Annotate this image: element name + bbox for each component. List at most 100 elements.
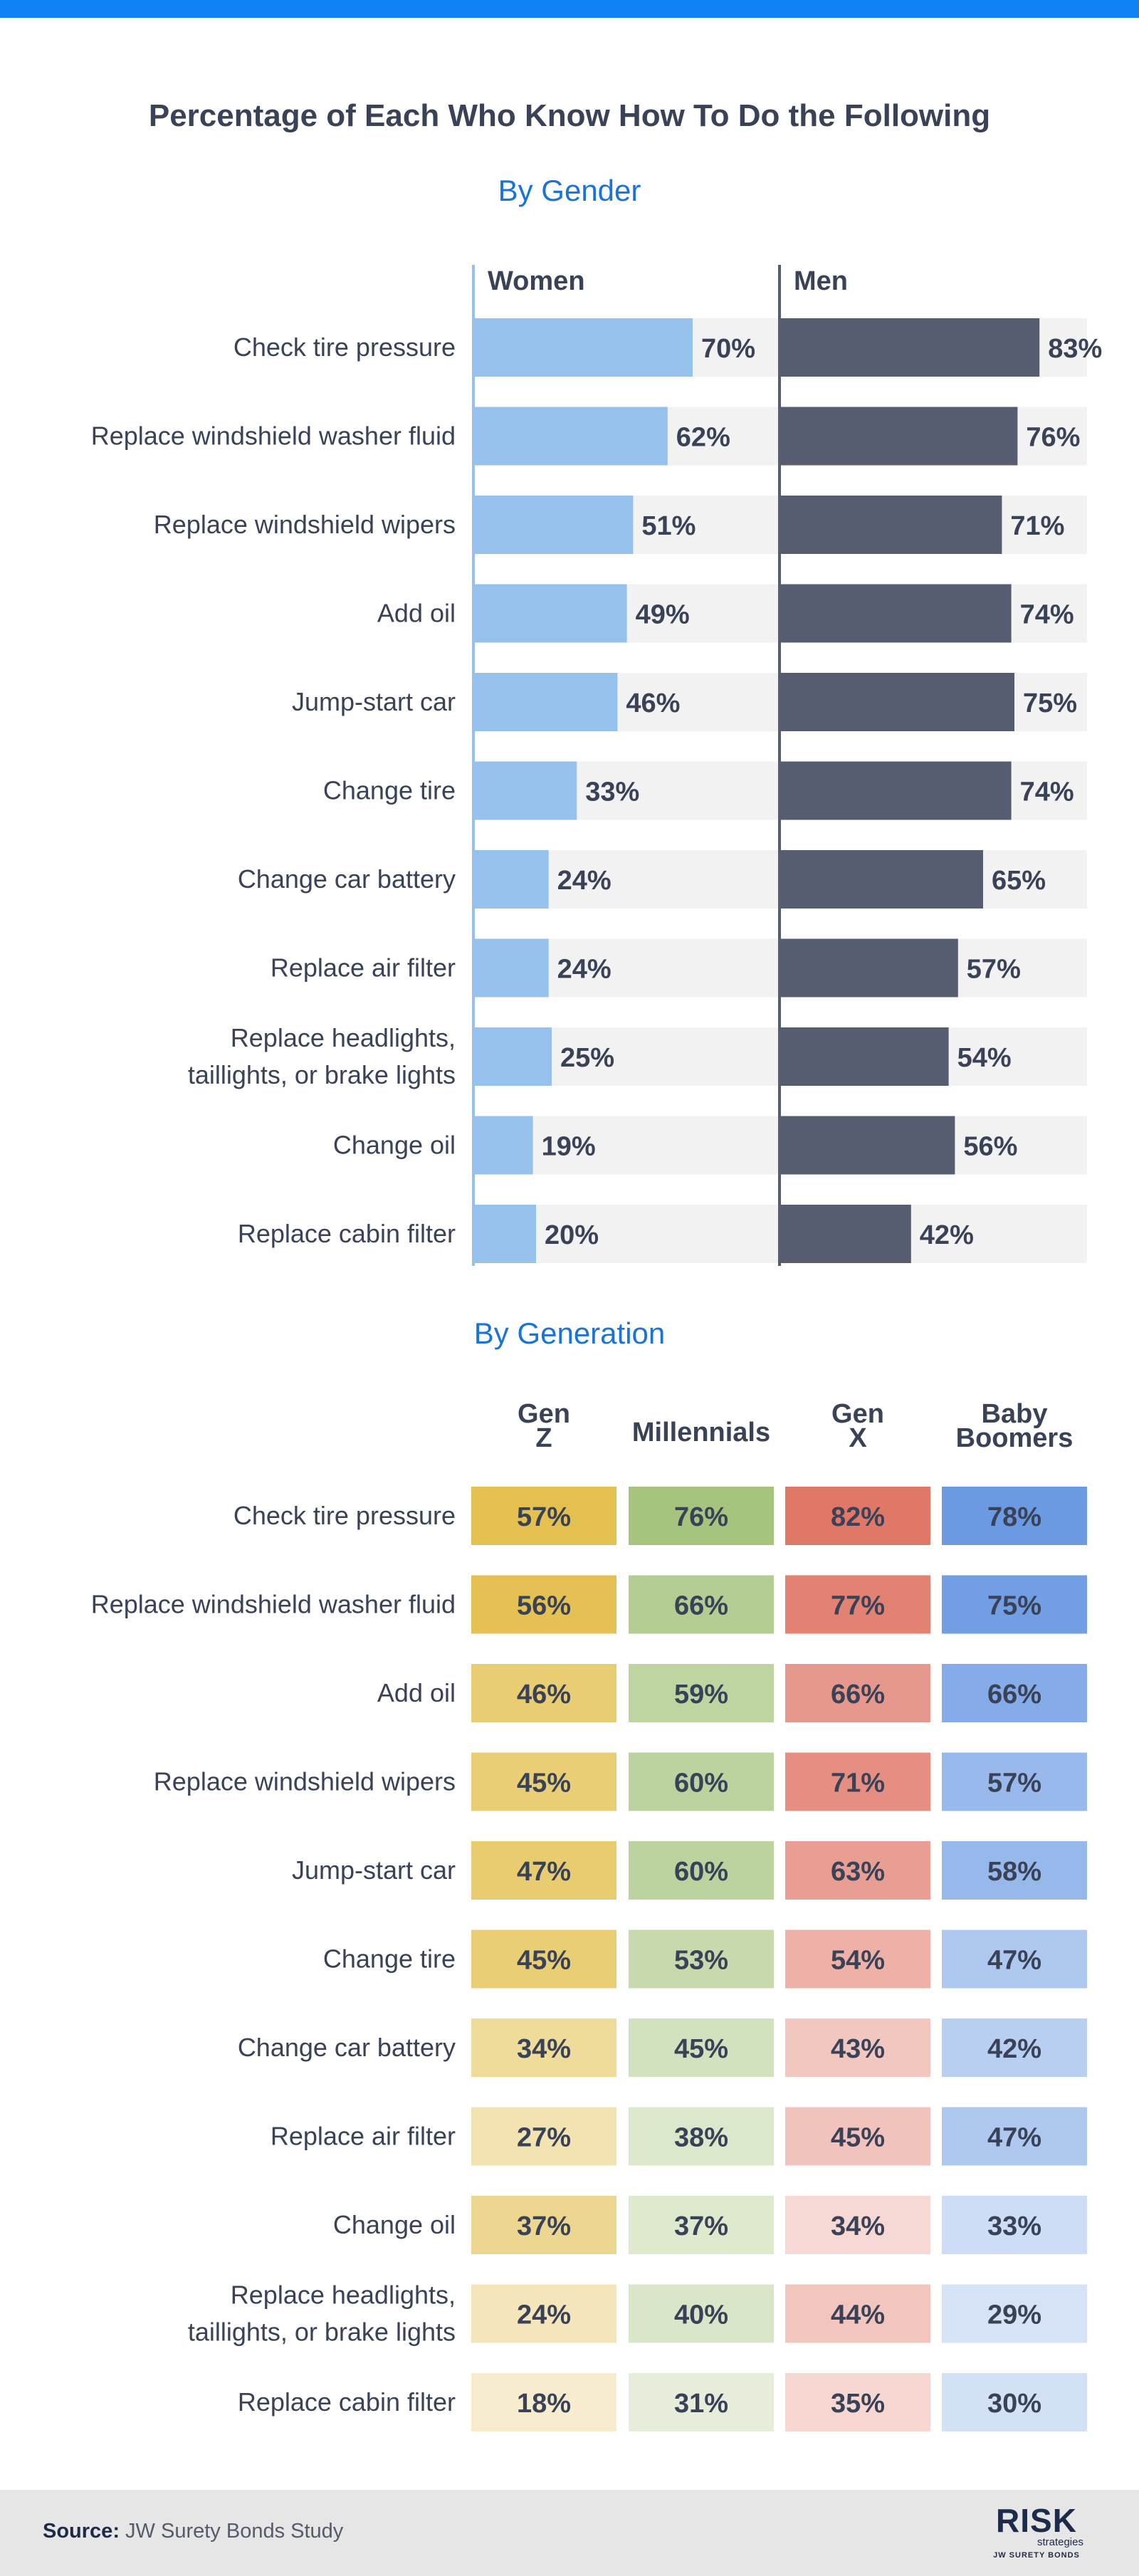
gen-z-cell-value: 57%	[517, 1502, 571, 1532]
baby-boomers-cell	[942, 1487, 1087, 1545]
generation-section-title: By Generation	[473, 1316, 666, 1350]
baby-boomers-cell-value: 58%	[987, 1857, 1041, 1887]
millennials-cell	[629, 1487, 774, 1545]
women-value-label: 19%	[542, 1132, 596, 1162]
generation-row-label: Change oil	[333, 2210, 456, 2239]
men-value-label: 57%	[967, 955, 1021, 985]
men-bar	[780, 938, 958, 998]
gen-z-cell-value: 18%	[517, 2389, 571, 2419]
gen-x-cell-value: 82%	[831, 1502, 885, 1532]
gen-x-cell-value: 35%	[831, 2389, 885, 2419]
gen-x-cell-value: 63%	[831, 1857, 885, 1887]
gen-x-column-header: Gen	[831, 1399, 884, 1429]
gender-section-title: By Gender	[498, 174, 641, 207]
baby-boomers-cell	[942, 2284, 1087, 2343]
millennials-cell-value: 40%	[674, 2300, 728, 2330]
baby-boomers-cell	[942, 1930, 1087, 1989]
gen-z-cell	[471, 2107, 616, 2166]
women-bar	[473, 584, 627, 643]
gen-z-column-header: Z	[535, 1423, 552, 1453]
men-value-label: 56%	[963, 1132, 1017, 1162]
baby-boomers-cell-value: 47%	[987, 2123, 1041, 2153]
baby-boomers-cell-value: 33%	[987, 2211, 1041, 2241]
source-text: JW Surety Bonds Study	[125, 2520, 344, 2543]
logo-sub-text: strategies	[1036, 2536, 1083, 2548]
men-value-label: 42%	[920, 1220, 974, 1250]
millennials-cell-value: 31%	[674, 2389, 728, 2419]
baby-boomers-cell-value: 47%	[987, 1946, 1041, 1976]
millennials-cell	[629, 1930, 774, 1989]
gen-z-cell-value: 47%	[517, 1857, 571, 1887]
gen-z-cell	[471, 2019, 616, 2077]
gender-row-label: Check tire pressure	[233, 333, 456, 362]
risk-strategies-logo: RISK strategies JW SURETY BONDS	[987, 2504, 1086, 2560]
women-bar	[473, 850, 549, 909]
gen-x-cell	[785, 1575, 930, 1634]
millennials-cell	[629, 2196, 774, 2254]
gen-z-cell	[471, 2284, 616, 2343]
generation-row-label: Jump-start car	[292, 1855, 456, 1885]
gen-x-cell	[785, 1930, 930, 1989]
baby-boomers-cell	[942, 2196, 1087, 2254]
baby-boomers-cell	[942, 2373, 1087, 2431]
men-bar	[780, 407, 1018, 466]
gen-z-cell	[471, 1487, 616, 1545]
men-bar	[780, 318, 1040, 377]
baby-boomers-cell	[942, 1841, 1087, 1900]
gen-x-cell	[785, 2284, 930, 2343]
millennials-column-header: Millennials	[632, 1418, 770, 1447]
gen-z-cell-value: 56%	[517, 1591, 571, 1621]
gen-x-cell-value: 44%	[831, 2300, 885, 2330]
millennials-cell	[629, 2373, 774, 2431]
gen-x-column-header: X	[849, 1423, 867, 1453]
women-value-label: 70%	[701, 334, 755, 364]
women-value-label: 25%	[560, 1043, 614, 1073]
men-bar	[780, 496, 1002, 554]
baby-boomers-cell	[942, 2019, 1087, 2077]
source-label: Source:	[43, 2520, 120, 2543]
chart-canvas: Women Men Check tire pressure 70% 83% Replace…	[91, 265, 1102, 2431]
millennials-cell-value: 60%	[674, 1769, 728, 1799]
gen-x-cell	[785, 2196, 930, 2254]
women-value-label: 24%	[557, 955, 612, 985]
women-value-label: 51%	[641, 511, 696, 541]
gen-x-cell	[785, 1664, 930, 1722]
gender-row-label: Replace cabin filter	[238, 1219, 456, 1248]
millennials-cell	[629, 2019, 774, 2077]
gen-x-cell-value: 43%	[831, 2034, 885, 2064]
millennials-cell-value: 37%	[674, 2211, 728, 2241]
women-value-label: 24%	[557, 866, 612, 896]
generation-row-label: Replace windshield washer fluid	[91, 1590, 456, 1619]
gender-row-label: Jump-start car	[292, 687, 456, 716]
gen-z-column-header: Gen	[518, 1399, 570, 1429]
millennials-cell	[629, 1575, 774, 1634]
gen-x-cell-value: 66%	[831, 1680, 885, 1710]
gen-z-cell-value: 27%	[517, 2123, 571, 2153]
gender-row-label: Replace air filter	[271, 953, 456, 983]
generation-row-label: Replace headlights, taillights, or brake …	[188, 2281, 456, 2347]
women-bar	[473, 318, 693, 377]
gen-x-cell	[785, 2019, 930, 2077]
baby-boomers-cell-value: 29%	[987, 2300, 1041, 2330]
source-line: Source: JW Surety Bonds Study	[43, 2520, 343, 2543]
baby-boomers-cell-value: 30%	[987, 2389, 1041, 2419]
millennials-cell	[629, 1664, 774, 1722]
millennials-cell-value: 45%	[674, 2034, 728, 2064]
gen-x-cell	[785, 1841, 930, 1900]
gen-z-cell	[471, 1752, 616, 1811]
gender-row-label: Add oil	[377, 599, 456, 628]
baby-boomers-column-header: Baby	[982, 1399, 1048, 1429]
men-bar	[780, 673, 1014, 731]
men-value-label: 74%	[1020, 777, 1074, 807]
baby-boomers-cell-value: 42%	[987, 2034, 1041, 2064]
men-value-label: 74%	[1020, 600, 1074, 630]
women-bar	[473, 673, 618, 731]
gender-row-label: Change oil	[333, 1131, 456, 1160]
gen-z-cell-value: 37%	[517, 2211, 571, 2241]
women-value-label: 62%	[676, 423, 730, 453]
baby-boomers-cell	[942, 1575, 1087, 1634]
gen-x-cell-value: 77%	[831, 1591, 885, 1621]
gen-z-cell	[471, 1664, 616, 1722]
millennials-cell	[629, 1752, 774, 1811]
men-value-label: 76%	[1026, 423, 1080, 453]
